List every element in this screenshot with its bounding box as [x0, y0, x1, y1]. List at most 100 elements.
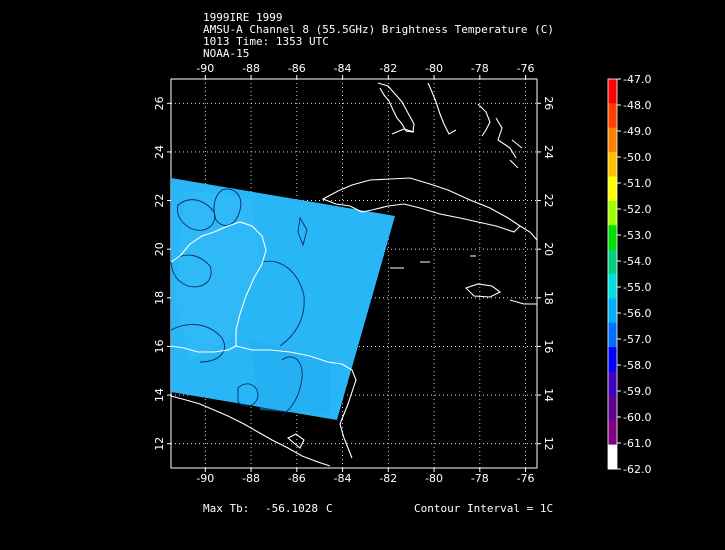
colorbar-label: -49.0 [623, 125, 651, 138]
colorbar-label: -60.0 [623, 411, 651, 424]
colorbar-label: -57.0 [623, 333, 651, 346]
lat-label-right: 14 [542, 388, 555, 402]
jamaica-coast [464, 283, 502, 298]
lat-label-right: 22 [542, 194, 555, 208]
contour-line [281, 356, 303, 417]
colorbar-label: -55.0 [623, 281, 651, 294]
bahamas-islands [477, 103, 517, 159]
lat-label-left: 14 [153, 388, 166, 402]
lon-label-top: -78 [471, 62, 489, 75]
swath-data [171, 178, 395, 420]
gulf-of-fonseca [287, 433, 305, 449]
lon-label-bottom: -78 [471, 472, 489, 485]
yucatan-coast [170, 221, 267, 353]
lat-label-right: 16 [542, 339, 555, 353]
swath-shade-b [250, 340, 330, 415]
lat-label-left: 16 [153, 339, 166, 353]
lon-label-top: -76 [517, 62, 535, 75]
small-islands [390, 255, 476, 269]
colorbar-label: -50.0 [623, 151, 651, 164]
contour-line [213, 188, 242, 226]
colorbar-label: -47.0 [623, 73, 651, 86]
lon-label-top: -86 [288, 62, 306, 75]
header-title: 1999IRE 1999 [203, 11, 283, 24]
contour-line [177, 199, 216, 231]
max-tb-unit: C [326, 502, 333, 515]
lat-label-left: 20 [153, 242, 166, 256]
colorbar-label: -54.0 [623, 255, 651, 268]
colorbar-segment [608, 395, 617, 421]
colorbar-label: -62.0 [623, 463, 651, 476]
colorbar-label: -48.0 [623, 99, 651, 112]
cuba-coast [321, 177, 521, 233]
lon-label-top: -82 [379, 62, 397, 75]
colorbar-label: -58.0 [623, 359, 651, 372]
contour-lines [170, 188, 308, 417]
lat-label-left: 22 [153, 194, 166, 208]
outer-bahamas [509, 139, 523, 169]
lon-label-top: -84 [334, 62, 352, 75]
contour-line [261, 260, 305, 347]
lat-label-left: 12 [153, 437, 166, 451]
lat-label-left: 26 [153, 96, 166, 110]
header-time: 1013 Time: 1353 UTC [203, 35, 329, 48]
max-tb-value: -56.1028 [265, 502, 318, 515]
colorbar-segment [608, 176, 617, 202]
colorbar-segment [608, 347, 617, 372]
swath-shade-a [175, 190, 260, 360]
colorbar-label: -51.0 [623, 177, 651, 190]
lat-label-right: 12 [542, 437, 555, 451]
central-america-pacific-coast [170, 395, 331, 467]
lon-label-bottom: -76 [517, 472, 535, 485]
lon-label-bottom: -86 [288, 472, 306, 485]
map-ticks: -90 -90 -88 -88 -86 -86 -84 -84 -82 -82 -80 -80 -78 -… [153, 62, 555, 485]
central-america-caribbean-coast [235, 345, 357, 459]
header-satellite: NOAA-15 [203, 47, 250, 60]
colorbar-label: -59.0 [623, 385, 651, 398]
lat-label-right: 24 [542, 145, 555, 159]
colorbar: -47.0 -48.0 -49.0 -50.0 -51.0 -52.0 -53.0 -54.0… [607, 73, 651, 476]
colorbar-segment [608, 371, 617, 397]
lon-label-top: -80 [425, 62, 443, 75]
colorbar-label: -52.0 [623, 203, 651, 216]
lon-label-top: -90 [196, 62, 214, 75]
lon-label-bottom: -84 [334, 472, 352, 485]
colorbar-segment [608, 152, 617, 177]
florida-keys [391, 128, 415, 135]
lat-label-left: 24 [153, 145, 166, 159]
colorbar-label: -56.0 [623, 307, 651, 320]
bahamas-shore [427, 82, 457, 135]
hispaniola-coast [519, 225, 538, 241]
coastlines [170, 82, 538, 467]
colorbar-segment [608, 444, 617, 470]
colorbar-label: -53.0 [623, 229, 651, 242]
lon-label-top: -88 [242, 62, 260, 75]
colorbar-frame [607, 78, 618, 470]
lon-label-bottom: -82 [379, 472, 397, 485]
colorbar-label: -61.0 [623, 437, 651, 450]
contour-line [237, 383, 259, 407]
max-tb-label: Max Tb: [203, 502, 250, 515]
lat-label-right: 26 [542, 96, 555, 110]
colorbar-segment [608, 322, 617, 348]
contour-interval: Contour Interval = 1C [414, 502, 554, 515]
colorbar-segment [608, 420, 617, 446]
lat-label-left: 18 [153, 291, 166, 305]
lon-label-bottom: -80 [425, 472, 443, 485]
lat-label-right: 18 [542, 291, 555, 305]
colorbar-segment [608, 225, 617, 251]
colorbar-segment [608, 249, 617, 275]
contour-line [170, 254, 212, 288]
colorbar-segment [608, 103, 617, 129]
colorbar-segment [608, 79, 617, 104]
contour-line [170, 323, 225, 363]
header-product: AMSU-A Channel 8 (55.5GHz) Brightness Te… [203, 23, 554, 36]
colorbar-segment [608, 127, 617, 153]
contour-line [297, 216, 308, 247]
colorbar-segment [608, 298, 617, 324]
florida-coast [377, 82, 415, 133]
lon-label-bottom: -90 [196, 472, 214, 485]
colorbar-segment [608, 200, 617, 226]
lon-label-bottom: -88 [242, 472, 260, 485]
haiti-coast [509, 299, 537, 305]
